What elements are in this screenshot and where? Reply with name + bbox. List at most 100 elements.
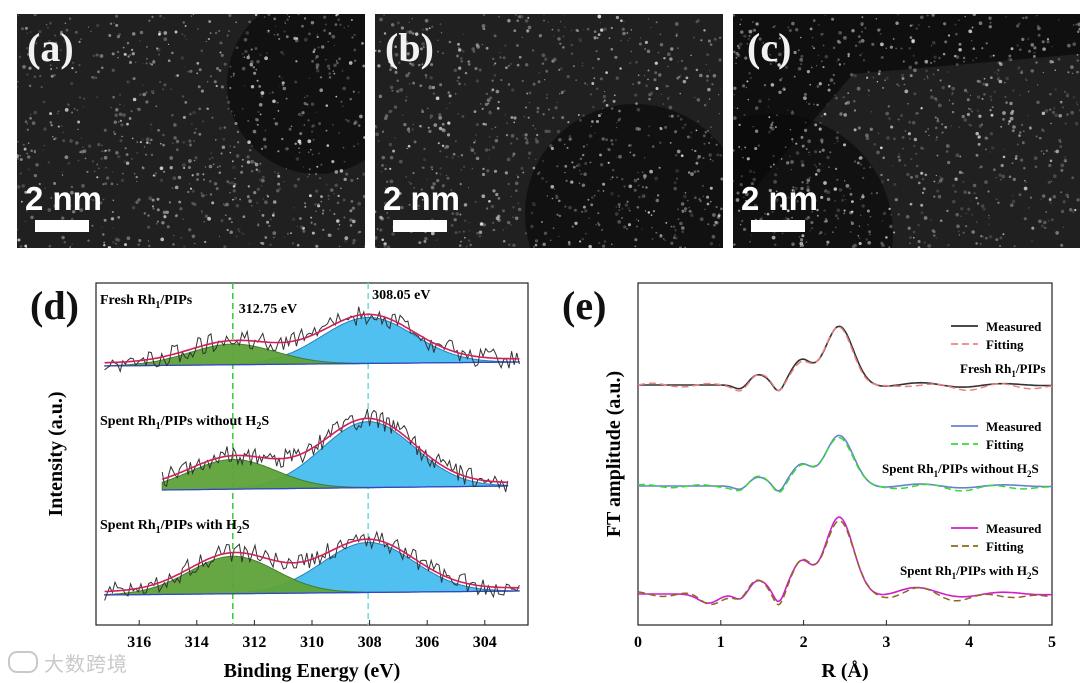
atom-dot (1076, 70, 1079, 74)
atom-dot (210, 152, 212, 154)
atom-dot (743, 113, 746, 117)
atom-dot (81, 184, 85, 188)
atom-dot (475, 123, 479, 127)
haadf-image-a: (a) 2 nm (17, 14, 365, 248)
atom-dot (251, 145, 253, 147)
atom-dot (854, 44, 858, 48)
atom-dot (844, 180, 846, 182)
atom-dot (643, 174, 647, 178)
atom-dot (621, 177, 624, 181)
atom-dot (826, 244, 828, 246)
atom-dot (813, 199, 817, 202)
atom-dot (34, 149, 36, 151)
atom-dot (184, 101, 188, 104)
atom-dot (794, 186, 798, 190)
atom-dot (563, 143, 566, 146)
atom-dot (284, 147, 289, 151)
atom-dot (973, 192, 976, 195)
atom-dot (596, 36, 599, 40)
atom-dot (748, 34, 751, 38)
atom-dot (820, 32, 824, 36)
atom-dot (537, 80, 541, 84)
atom-dot (843, 36, 847, 40)
atom-dot (892, 137, 896, 141)
atom-dot (180, 56, 185, 60)
atom-dot (718, 244, 721, 246)
atom-dot (111, 68, 115, 72)
atom-dot (651, 227, 653, 229)
atom-dot (793, 50, 797, 55)
atom-dot (494, 126, 497, 128)
atom-dot (61, 235, 65, 240)
atom-dot (452, 152, 456, 156)
atom-dot (577, 30, 580, 32)
atom-dot (183, 35, 187, 38)
atom-dot (388, 109, 392, 114)
atom-dot (887, 105, 890, 108)
atom-dot (111, 210, 114, 213)
atom-dot (935, 237, 938, 239)
atom-dot (618, 109, 621, 113)
atom-dot (1070, 110, 1075, 115)
atom-dot (985, 83, 989, 87)
atom-dot (707, 130, 709, 132)
atom-dot (1076, 59, 1079, 63)
atom-dot (607, 161, 610, 164)
atom-dot (475, 156, 480, 161)
atom-dot (474, 152, 476, 154)
atom-dot (126, 80, 131, 84)
atom-dot (567, 242, 571, 246)
atom-dot (110, 182, 114, 186)
atom-dot (558, 199, 561, 203)
atom-dot (426, 46, 430, 49)
atom-dot (1047, 180, 1051, 184)
atom-dot (69, 139, 73, 143)
atom-dot (115, 23, 119, 27)
atom-dot (147, 214, 150, 217)
atom-dot (282, 53, 285, 56)
atom-dot (546, 195, 549, 197)
atom-dot (194, 156, 198, 160)
atom-dot (396, 21, 400, 25)
atom-dot (644, 40, 648, 44)
atom-dot (707, 223, 710, 226)
atom-dot (112, 227, 115, 229)
scale-bar-a (35, 220, 89, 232)
atom-dot (668, 105, 673, 110)
atom-dot (666, 52, 671, 57)
atom-dot (549, 144, 553, 148)
atom-dot (39, 74, 42, 78)
atom-dot (806, 188, 810, 192)
atom-dot (809, 154, 811, 156)
atom-dot (742, 227, 747, 232)
atom-dot (791, 189, 794, 191)
atom-dot (860, 22, 864, 26)
atom-dot (459, 182, 462, 186)
atom-dot (815, 173, 818, 176)
atom-dot (122, 172, 124, 175)
atom-dot (626, 200, 629, 203)
atom-dot (850, 221, 855, 226)
atom-dot (131, 158, 133, 160)
atom-dot (505, 226, 508, 229)
atom-dot (150, 123, 153, 126)
atom-dot (223, 204, 226, 207)
atom-dot (809, 27, 813, 31)
atom-dot (843, 212, 846, 215)
atom-dot (115, 151, 119, 155)
atom-dot (246, 160, 251, 164)
atom-dot (235, 21, 238, 24)
atom-dot (242, 233, 245, 235)
atom-dot (63, 240, 67, 244)
atom-dot (843, 113, 847, 117)
atom-dot (858, 225, 861, 227)
atom-dot (223, 245, 227, 248)
atom-dot (586, 84, 589, 86)
atom-dot (983, 77, 986, 80)
atom-dot (425, 76, 428, 79)
atom-dot (837, 217, 840, 220)
atom-dot (828, 84, 830, 86)
atom-dot (1067, 43, 1071, 48)
atom-dot (335, 59, 338, 62)
atom-dot (208, 157, 211, 161)
